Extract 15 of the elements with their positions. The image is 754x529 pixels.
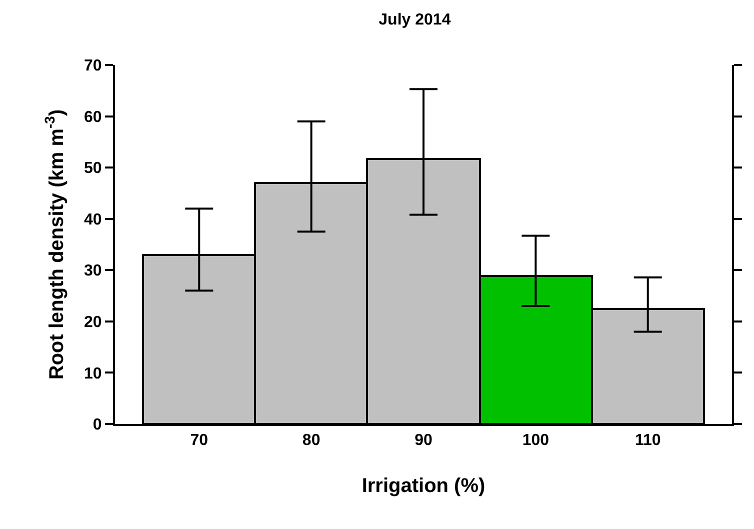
x-tick-label: 70 [190, 432, 208, 450]
y-tick-label: 30 [84, 262, 102, 280]
y-tick-label: 50 [84, 160, 102, 178]
chart-title: July 2014 [378, 11, 451, 28]
y-tick-label: 10 [84, 365, 102, 382]
y-tick-label: 60 [84, 108, 102, 126]
y-tick-label: 70 [84, 58, 102, 75]
y-tick-label: 0 [92, 416, 102, 434]
y-tick-label: 40 [84, 211, 102, 228]
x-tick-label: 100 [522, 432, 550, 450]
x-tick-label: 110 [634, 432, 661, 450]
y-tick-label: 20 [84, 314, 102, 332]
x-tick-label: 80 [302, 432, 320, 450]
x-axis-title: Irrigation (%) [362, 475, 486, 498]
x-tick-label: 90 [414, 432, 432, 450]
